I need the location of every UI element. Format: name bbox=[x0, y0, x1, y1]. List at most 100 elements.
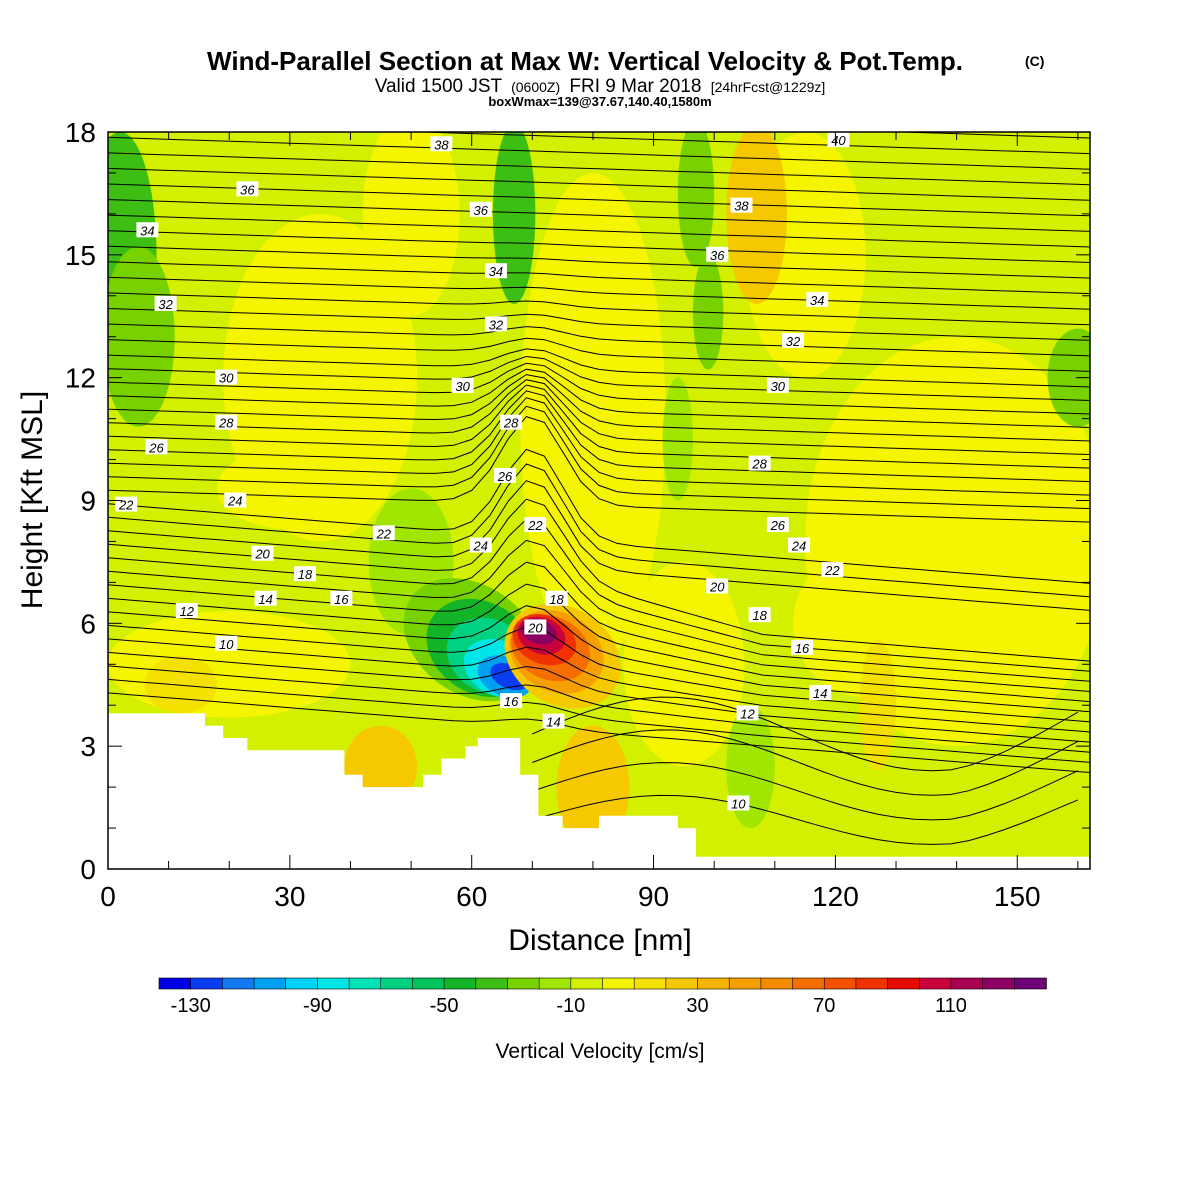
svg-text:26: 26 bbox=[770, 518, 786, 533]
theta-label: 14 bbox=[809, 684, 832, 701]
theta-label: 30 bbox=[766, 377, 789, 394]
svg-text:16: 16 bbox=[504, 694, 519, 709]
theta-label: 18 bbox=[545, 590, 568, 607]
svg-text:30: 30 bbox=[219, 371, 234, 386]
theta-contour bbox=[108, 230, 1090, 263]
colorbar-swatch bbox=[823, 977, 857, 990]
theta-label: 30 bbox=[215, 369, 238, 386]
svg-text:34: 34 bbox=[489, 264, 503, 279]
colorbar-swatch bbox=[887, 977, 921, 990]
colorbar-tick-label: 70 bbox=[813, 995, 835, 1017]
svg-text:38: 38 bbox=[734, 199, 749, 214]
colorbar-swatch bbox=[855, 977, 889, 990]
svg-text:10: 10 bbox=[731, 796, 746, 811]
svg-text:28: 28 bbox=[503, 416, 519, 431]
svg-text:18: 18 bbox=[752, 608, 767, 623]
theta-contour bbox=[108, 348, 1090, 388]
theta-contour bbox=[108, 583, 1090, 703]
theta-contour bbox=[108, 276, 1090, 310]
svg-text:26: 26 bbox=[148, 440, 164, 455]
colorbar-swatch bbox=[317, 977, 350, 990]
theta-label: 36 bbox=[706, 246, 729, 263]
velocity-cell bbox=[623, 561, 745, 767]
subtitle-valid: Valid 1500 JST bbox=[375, 76, 503, 97]
theta-contour bbox=[532, 729, 1079, 796]
theta-label: 22 bbox=[821, 562, 844, 578]
theta-label: 14 bbox=[542, 713, 565, 730]
colorbar-swatch bbox=[380, 977, 414, 990]
theta-contour bbox=[108, 397, 1090, 496]
colorbar-tick-label: -10 bbox=[556, 995, 585, 1017]
theta-label: 18 bbox=[294, 566, 317, 582]
chart-subtitle: Valid 1500 JST (0600Z) FRI 9 Mar 2018 [2… bbox=[375, 76, 826, 97]
colorbar-swatch bbox=[507, 977, 540, 990]
theta-label: 20 bbox=[251, 545, 274, 562]
theta-contour bbox=[532, 762, 1079, 821]
colorbar-swatch bbox=[760, 977, 794, 990]
theta-label: 16 bbox=[500, 693, 523, 709]
colorbar-tick-label: -50 bbox=[430, 995, 459, 1017]
svg-text:32: 32 bbox=[158, 297, 173, 312]
theta-label: 36 bbox=[236, 181, 259, 197]
plot-area: 38 40 36 36 38 34 36 34 34 32 32 32 30 30 30 28 28 26 28 26… bbox=[108, 132, 1090, 869]
theta-label: 24 bbox=[469, 537, 492, 554]
svg-text:40: 40 bbox=[831, 133, 846, 148]
theta-label: 10 bbox=[215, 635, 238, 652]
theta-contour bbox=[108, 152, 1090, 186]
theta-label: 28 bbox=[748, 455, 771, 472]
theta-contour bbox=[108, 518, 1090, 672]
x-tick-label: 120 bbox=[812, 881, 859, 912]
y-axis-label: Height [Kft MSL] bbox=[16, 391, 49, 609]
terrain-mask bbox=[108, 713, 1090, 869]
svg-text:16: 16 bbox=[334, 592, 349, 607]
theta-contour bbox=[108, 605, 1090, 713]
velocity-cell bbox=[1047, 328, 1090, 427]
svg-text:36: 36 bbox=[474, 203, 489, 218]
colorbar-swatch bbox=[602, 977, 635, 990]
theta-contour bbox=[108, 292, 1090, 326]
theta-label: 26 bbox=[766, 517, 789, 533]
svg-text:30: 30 bbox=[771, 379, 786, 394]
colorbar: -130 -90 -50 -10 30 70 110 bbox=[158, 977, 1047, 1017]
theta-contour bbox=[108, 136, 1090, 170]
svg-text:18: 18 bbox=[549, 592, 564, 607]
colorbar-swatch bbox=[285, 977, 319, 990]
svg-text:18: 18 bbox=[298, 567, 313, 582]
theta-label: 30 bbox=[451, 377, 474, 394]
velocity-cell bbox=[108, 246, 175, 427]
colorbar-label: Vertical Velocity [cm/s] bbox=[496, 1040, 705, 1063]
theta-contour bbox=[108, 405, 1090, 510]
colorbar-swatch bbox=[918, 977, 952, 990]
svg-text:20: 20 bbox=[709, 579, 725, 594]
theta-contour bbox=[108, 362, 1090, 415]
svg-text:32: 32 bbox=[786, 334, 801, 349]
theta-contour bbox=[408, 132, 1090, 155]
colorbar-swatch bbox=[348, 977, 382, 990]
y-tick-label: 9 bbox=[80, 486, 96, 517]
velocity-cell bbox=[859, 639, 897, 771]
subtitle-run: [24hrFcst@1229z] bbox=[711, 79, 826, 95]
theta-label: 16 bbox=[791, 639, 814, 656]
svg-text:20: 20 bbox=[254, 547, 270, 562]
colorbar-swatch bbox=[570, 977, 604, 990]
x-tick-label: 0 bbox=[100, 881, 116, 912]
theta-label: 28 bbox=[215, 414, 238, 431]
colorbar-swatch bbox=[222, 977, 255, 990]
theta-contour bbox=[532, 696, 1079, 772]
svg-text:16: 16 bbox=[795, 641, 810, 656]
theta-contour bbox=[108, 651, 1090, 743]
velocity-cell bbox=[726, 132, 787, 304]
subtitle-date: FRI 9 Mar 2018 bbox=[569, 76, 701, 97]
theta-label: 20 bbox=[524, 619, 547, 635]
theta-label: 22 bbox=[524, 517, 547, 533]
colorbar-swatch bbox=[253, 977, 287, 990]
theta-contour bbox=[108, 678, 1090, 763]
colorbar-swatch bbox=[475, 977, 509, 990]
theta-contour bbox=[108, 539, 1090, 682]
theta-label: 32 bbox=[154, 295, 177, 312]
colorbar-swatch bbox=[412, 977, 445, 990]
box-max-label: boxWmax=139@37.67,140.40,1580m bbox=[488, 94, 711, 109]
y-tick-label: 18 bbox=[65, 117, 96, 148]
svg-text:12: 12 bbox=[180, 604, 195, 619]
